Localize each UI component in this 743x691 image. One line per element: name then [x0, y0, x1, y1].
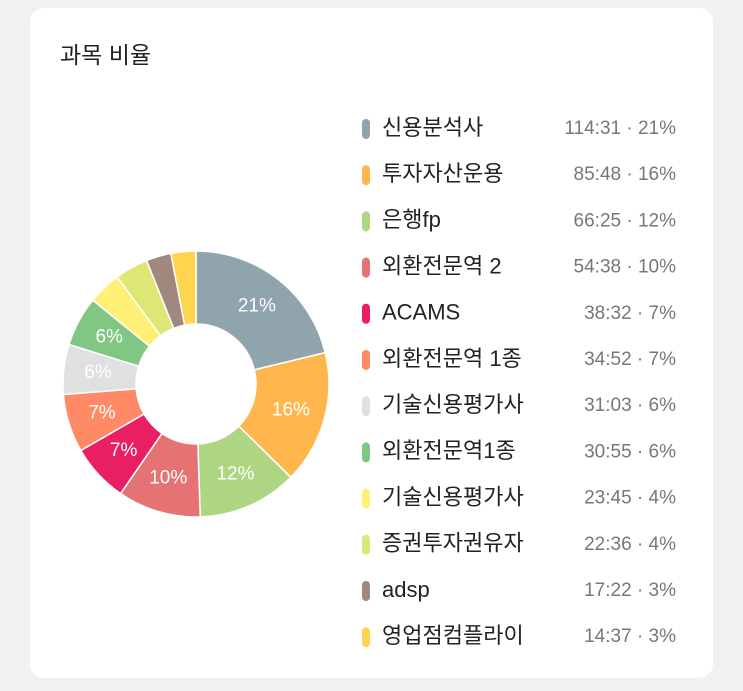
slice-label: 6%: [84, 362, 112, 383]
legend-label: 신용분석사: [382, 115, 483, 140]
legend-label: 외환전문역1종: [382, 438, 516, 463]
legend-label: 영업점컴플라이: [382, 623, 524, 648]
legend-detail: 34:52 · 7%: [584, 349, 676, 370]
legend-label: 은행fp: [382, 207, 441, 232]
slice-label: 21%: [238, 296, 276, 317]
legend-detail: 85:48 · 16%: [574, 164, 677, 185]
legend-detail: 31:03 · 6%: [584, 395, 676, 416]
pie-slice: [195, 250, 327, 371]
legend-detail: 23:45 · 4%: [584, 488, 676, 509]
legend-label: adsp: [382, 577, 430, 602]
slice-label: 7%: [110, 440, 138, 461]
legend-detail: 66:25 · 12%: [574, 210, 677, 231]
legend-detail: 30:55 · 6%: [584, 441, 676, 462]
pie-slice: [169, 250, 197, 326]
legend-detail: 14:37 · 3%: [584, 626, 676, 647]
legend-swatch: [362, 165, 370, 186]
legend-label: 외환전문역 2: [382, 253, 502, 278]
legend-label: 기술신용평가사: [382, 392, 524, 417]
slice-label: 16%: [272, 399, 310, 420]
pie-slice: [237, 351, 330, 479]
legend-swatch: [362, 303, 370, 324]
legend-swatch: [362, 581, 370, 601]
legend-swatch: [362, 534, 370, 555]
legend-swatch: [362, 627, 370, 648]
legend-detail: 54:38 · 10%: [574, 257, 677, 278]
slice-label: 6%: [95, 326, 123, 347]
legend-swatch: [362, 257, 370, 278]
legend-swatch: [362, 488, 370, 509]
legend-label: 투자자산운용: [382, 161, 503, 186]
slice-label: 7%: [88, 402, 116, 423]
legend-swatch: [362, 119, 370, 139]
legend-detail: 17:22 · 3%: [584, 580, 676, 601]
slice-label: 10%: [149, 468, 187, 489]
legend-detail: 22:36 · 4%: [584, 534, 676, 555]
legend-label: ACAMS: [382, 300, 460, 325]
legend-detail: 114:31 · 21%: [564, 118, 676, 139]
legend-swatch: [362, 211, 370, 232]
chart-title: 과목 비율: [60, 42, 151, 68]
legend-label: 기술신용평가사: [382, 484, 524, 509]
legend-label: 증권투자권유자: [382, 531, 524, 556]
legend-swatch: [362, 442, 370, 463]
legend-swatch: [362, 350, 370, 370]
legend-label: 외환전문역 1종: [382, 346, 522, 371]
slice-label: 12%: [216, 463, 254, 484]
legend-detail: 38:32 · 7%: [584, 303, 676, 324]
legend-swatch: [362, 396, 370, 417]
